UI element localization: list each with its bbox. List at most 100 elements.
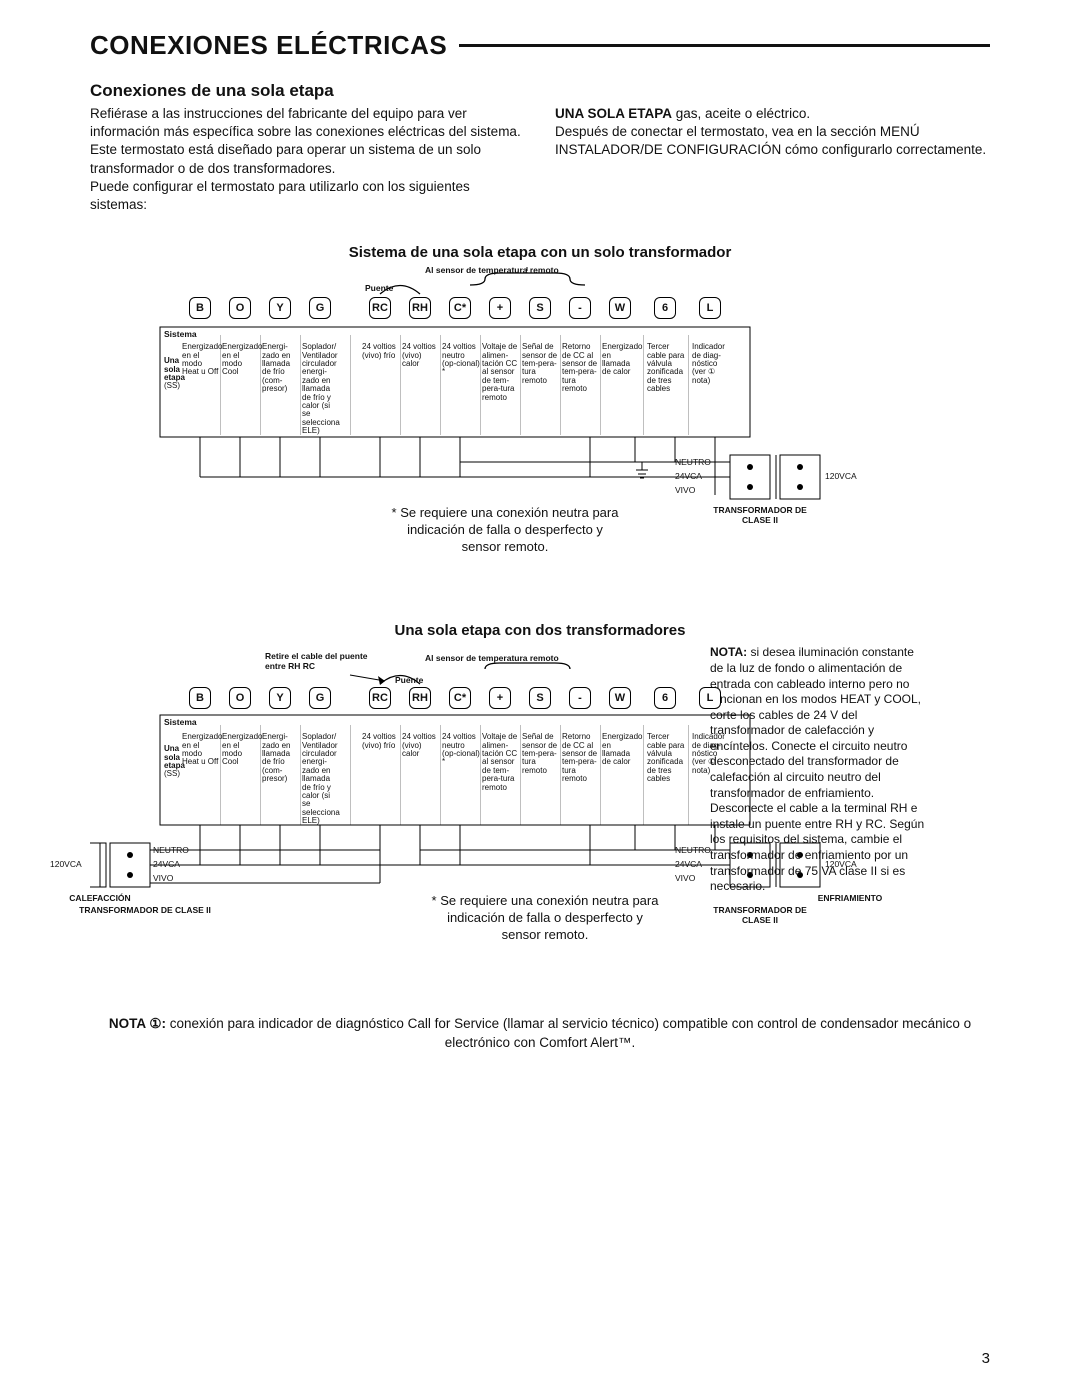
- d1-vivo: VIVO: [675, 485, 695, 495]
- terminal-C*: C*: [449, 297, 471, 319]
- terminal-B: B: [189, 687, 211, 709]
- d2-transformer-l: TRANSFORMADOR DE CLASE II: [70, 905, 220, 915]
- page-number: 3: [982, 1350, 990, 1367]
- terminal-desc-G: Soplador/ Ventilador circulador energi-z…: [302, 733, 340, 825]
- terminal-desc-C*: 24 voltios neutro (op-cional) *: [442, 733, 480, 767]
- terminal-6: 6: [654, 297, 676, 319]
- d1-puente: Puente: [365, 283, 393, 293]
- section-subtitle: Conexiones de una sola etapa: [90, 81, 990, 101]
- terminal-O: O: [229, 297, 251, 319]
- diagram1-title: Sistema de una sola etapa con un solo tr…: [90, 244, 990, 261]
- d2-neutral-note: * Se requiere una conexión neutra para i…: [430, 893, 660, 944]
- d1-sistema: Sistema: [164, 329, 197, 339]
- terminal-S: S: [529, 297, 551, 319]
- terminal-desc-S: Señal de sensor de tem-pera-tura remoto: [522, 733, 560, 775]
- footer-note-text: conexión para indicador de diagnóstico C…: [166, 1016, 971, 1049]
- d1-24v: 24VCA: [675, 471, 702, 481]
- terminal-RH: RH: [409, 687, 431, 709]
- terminal-desc-O: Energizado en el modo Cool: [222, 343, 260, 377]
- page-title: CONEXIONES ELÉCTRICAS: [90, 30, 990, 61]
- terminal-+: +: [489, 687, 511, 709]
- diagram2-title: Una sola etapa con dos transformadores: [90, 622, 990, 639]
- terminal-RH: RH: [409, 297, 431, 319]
- terminal-L: L: [699, 297, 721, 319]
- terminal-desc-L: Indicador de diag-nóstico (ver ① nota): [692, 733, 730, 775]
- d2-120v-l: 120VCA: [50, 859, 82, 869]
- terminal-S: S: [529, 687, 551, 709]
- page-title-text: CONEXIONES ELÉCTRICAS: [90, 30, 447, 61]
- terminal-desc-Y: Energi-zado en llamada de frío (com-pres…: [262, 733, 300, 783]
- terminal-RC: RC: [369, 687, 391, 709]
- terminal-W: W: [609, 297, 631, 319]
- terminal-desc-G: Soplador/ Ventilador circulador energi-z…: [302, 343, 340, 435]
- d2-puente: Puente: [395, 675, 423, 685]
- terminal-6: 6: [654, 687, 676, 709]
- terminal-desc--: Retorno de CC al sensor de tem-pera-tura…: [562, 733, 600, 783]
- d1-sensor-label: Al sensor de temperatura remoto: [425, 265, 559, 275]
- terminal-desc--: Retorno de CC al sensor de tem-pera-tura…: [562, 343, 600, 393]
- terminal-O: O: [229, 687, 251, 709]
- intro-c2p1: UNA SOLA ETAPA gas, aceite o eléctrico.: [555, 105, 990, 123]
- diagram2: Al sensor de temperatura remoto Puente R…: [90, 645, 990, 985]
- title-rule: [459, 44, 990, 47]
- d2-retire: Retire el cable del puente entre RH RC: [265, 651, 375, 671]
- terminal-Y: Y: [269, 687, 291, 709]
- d2-side-note: NOTA: si desea iluminación constante de …: [710, 645, 930, 895]
- terminal-desc-C*: 24 voltios neutro (op-cional) *: [442, 343, 480, 377]
- terminal-C*: C*: [449, 687, 471, 709]
- terminal--: -: [569, 297, 591, 319]
- terminal--: -: [569, 687, 591, 709]
- footer-note-bold: NOTA ①:: [109, 1016, 166, 1031]
- terminal-desc-+: Voltaje de alimen-tación CC al sensor de…: [482, 733, 520, 792]
- terminal-desc-O: Energizado en el modo Cool: [222, 733, 260, 767]
- intro-c2-bold: UNA SOLA ETAPA: [555, 106, 672, 121]
- terminal-desc-B: Energizado en el modo Heat u Off: [182, 343, 220, 377]
- terminal-B: B: [189, 297, 211, 319]
- d2-24v-l: 24VCA: [153, 859, 180, 869]
- d2-side-bold: NOTA:: [710, 645, 747, 659]
- terminal-RC: RC: [369, 297, 391, 319]
- d2-calef: CALEFACCIÓN: [40, 893, 160, 903]
- d1-neutro: NEUTRO: [675, 457, 711, 467]
- terminal-desc-RC: 24 voltios (vivo) frío: [362, 343, 400, 360]
- terminal-L: L: [699, 687, 721, 709]
- intro-columns: Refiérase a las instrucciones del fabric…: [90, 105, 990, 214]
- d1-neutral-note: * Se requiere una conexión neutra para i…: [390, 505, 620, 556]
- terminal-desc-W: Energizado en llamada de calor: [602, 343, 640, 377]
- intro-c2p2: Después de conectar el termostato, vea e…: [555, 123, 990, 159]
- d2-sistema: Sistema: [164, 717, 197, 727]
- intro-col-1: Refiérase a las instrucciones del fabric…: [90, 105, 525, 214]
- terminal-desc-B: Energizado en el modo Heat u Off: [182, 733, 220, 767]
- d2-24v-r: 24VCA: [675, 859, 702, 869]
- terminal-desc-L: Indicador de diag-nóstico (ver ① nota): [692, 343, 730, 385]
- intro-c2-rest: gas, aceite o eléctrico.: [672, 106, 810, 121]
- intro-p1: Refiérase a las instrucciones del fabric…: [90, 105, 525, 141]
- terminal-desc-RH: 24 voltios (vivo) calor: [402, 343, 440, 368]
- terminal-desc-RH: 24 voltios (vivo) calor: [402, 733, 440, 758]
- terminal-desc-6: Tercer cable para válvula zonificada de …: [647, 733, 685, 783]
- d1-transformer: TRANSFORMADOR DE CLASE II: [700, 505, 820, 525]
- terminal-Y: Y: [269, 297, 291, 319]
- d2-neutro-r: NEUTRO: [675, 845, 711, 855]
- intro-col-2: UNA SOLA ETAPA gas, aceite o eléctrico. …: [555, 105, 990, 214]
- terminal-desc-S: Señal de sensor de tem-pera-tura remoto: [522, 343, 560, 385]
- terminal-G: G: [309, 687, 331, 709]
- intro-p2: Este termostato está diseñado para opera…: [90, 141, 525, 177]
- terminal-desc-+: Voltaje de alimen-tación CC al sensor de…: [482, 343, 520, 402]
- terminal-G: G: [309, 297, 331, 319]
- d2-transformer-r: TRANSFORMADOR DE CLASE II: [700, 905, 820, 925]
- terminal-+: +: [489, 297, 511, 319]
- footer-note: NOTA ①: conexión para indicador de diagn…: [100, 1015, 980, 1051]
- d2-vivo-r: VIVO: [675, 873, 695, 883]
- d2-sensor-label: Al sensor de temperatura remoto: [425, 653, 559, 663]
- diagram1: Al sensor de temperatura remoto Puente S…: [90, 267, 990, 587]
- d2-vivo-l: VIVO: [153, 873, 173, 883]
- terminal-W: W: [609, 687, 631, 709]
- terminal-desc-Y: Energi-zado en llamada de frío (com-pres…: [262, 343, 300, 393]
- d2-neutro-l: NEUTRO: [153, 845, 189, 855]
- intro-p3: Puede configurar el termostato para util…: [90, 178, 525, 214]
- terminal-desc-W: Energizado en llamada de calor: [602, 733, 640, 767]
- d2-side-text: si desea iluminación constante de la luz…: [710, 645, 924, 893]
- d1-120v: 120VCA: [825, 471, 857, 481]
- terminal-desc-RC: 24 voltios (vivo) frío: [362, 733, 400, 750]
